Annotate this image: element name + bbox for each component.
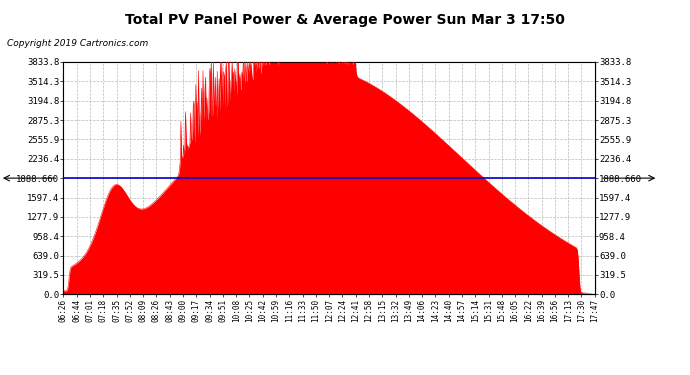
Text: Total PV Panel Power & Average Power Sun Mar 3 17:50: Total PV Panel Power & Average Power Sun… [125,13,565,27]
Text: Average  (DC Watts): Average (DC Watts) [385,36,488,45]
Text: PV Panels  (DC Watts): PV Panels (DC Watts) [520,36,632,45]
Text: Copyright 2019 Cartronics.com: Copyright 2019 Cartronics.com [7,39,148,48]
